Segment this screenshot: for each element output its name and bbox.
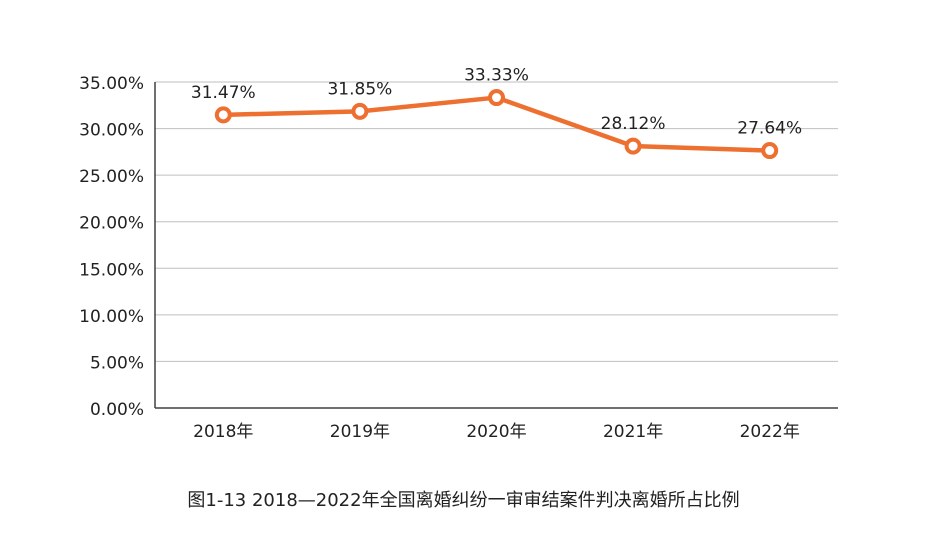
data-label: 33.33%	[464, 66, 529, 86]
data-label: 28.12%	[601, 114, 666, 134]
x-tick-label: 2018年	[193, 422, 253, 442]
series	[214, 89, 779, 160]
x-tick-label: 2020年	[466, 422, 526, 442]
data-label: 27.64%	[737, 119, 802, 139]
y-tick-label: 20.00%	[79, 214, 144, 234]
x-tick-label: 2021年	[603, 422, 663, 442]
figure-caption: 图1-13 2018—2022年全国离婚纠纷一审审结案件判决离婚所占比例	[187, 490, 740, 511]
x-tick-labels: 2018年 2019年 2020年 2021年 2022年	[193, 422, 800, 442]
data-label: 31.47%	[191, 83, 256, 103]
y-tick-label: 35.00%	[79, 74, 144, 94]
data-label: 31.85%	[327, 79, 392, 99]
data-point-marker	[624, 137, 642, 155]
y-tick-label: 5.00%	[90, 353, 144, 373]
y-tick-label: 10.00%	[79, 307, 144, 327]
data-point-marker	[488, 89, 505, 107]
y-tick-label: 0.00%	[90, 400, 144, 420]
y-tick-label: 25.00%	[79, 167, 144, 187]
data-labels: 31.47% 31.85% 33.33% 28.12% 27.64%	[191, 66, 802, 139]
data-point-marker	[761, 142, 779, 160]
gridlines	[155, 81, 838, 362]
data-point-marker	[351, 102, 369, 120]
y-tick-label: 15.00%	[79, 260, 144, 280]
x-tick-label: 2022年	[740, 422, 800, 442]
y-tick-labels: 0.00% 5.00% 10.00% 15.00% 20.00% 25.00% 30.00%…	[79, 74, 144, 420]
x-tick-label: 2019年	[330, 422, 390, 442]
y-tick-label: 30.00%	[79, 121, 144, 141]
axes	[154, 82, 838, 409]
data-point-marker	[214, 106, 232, 124]
